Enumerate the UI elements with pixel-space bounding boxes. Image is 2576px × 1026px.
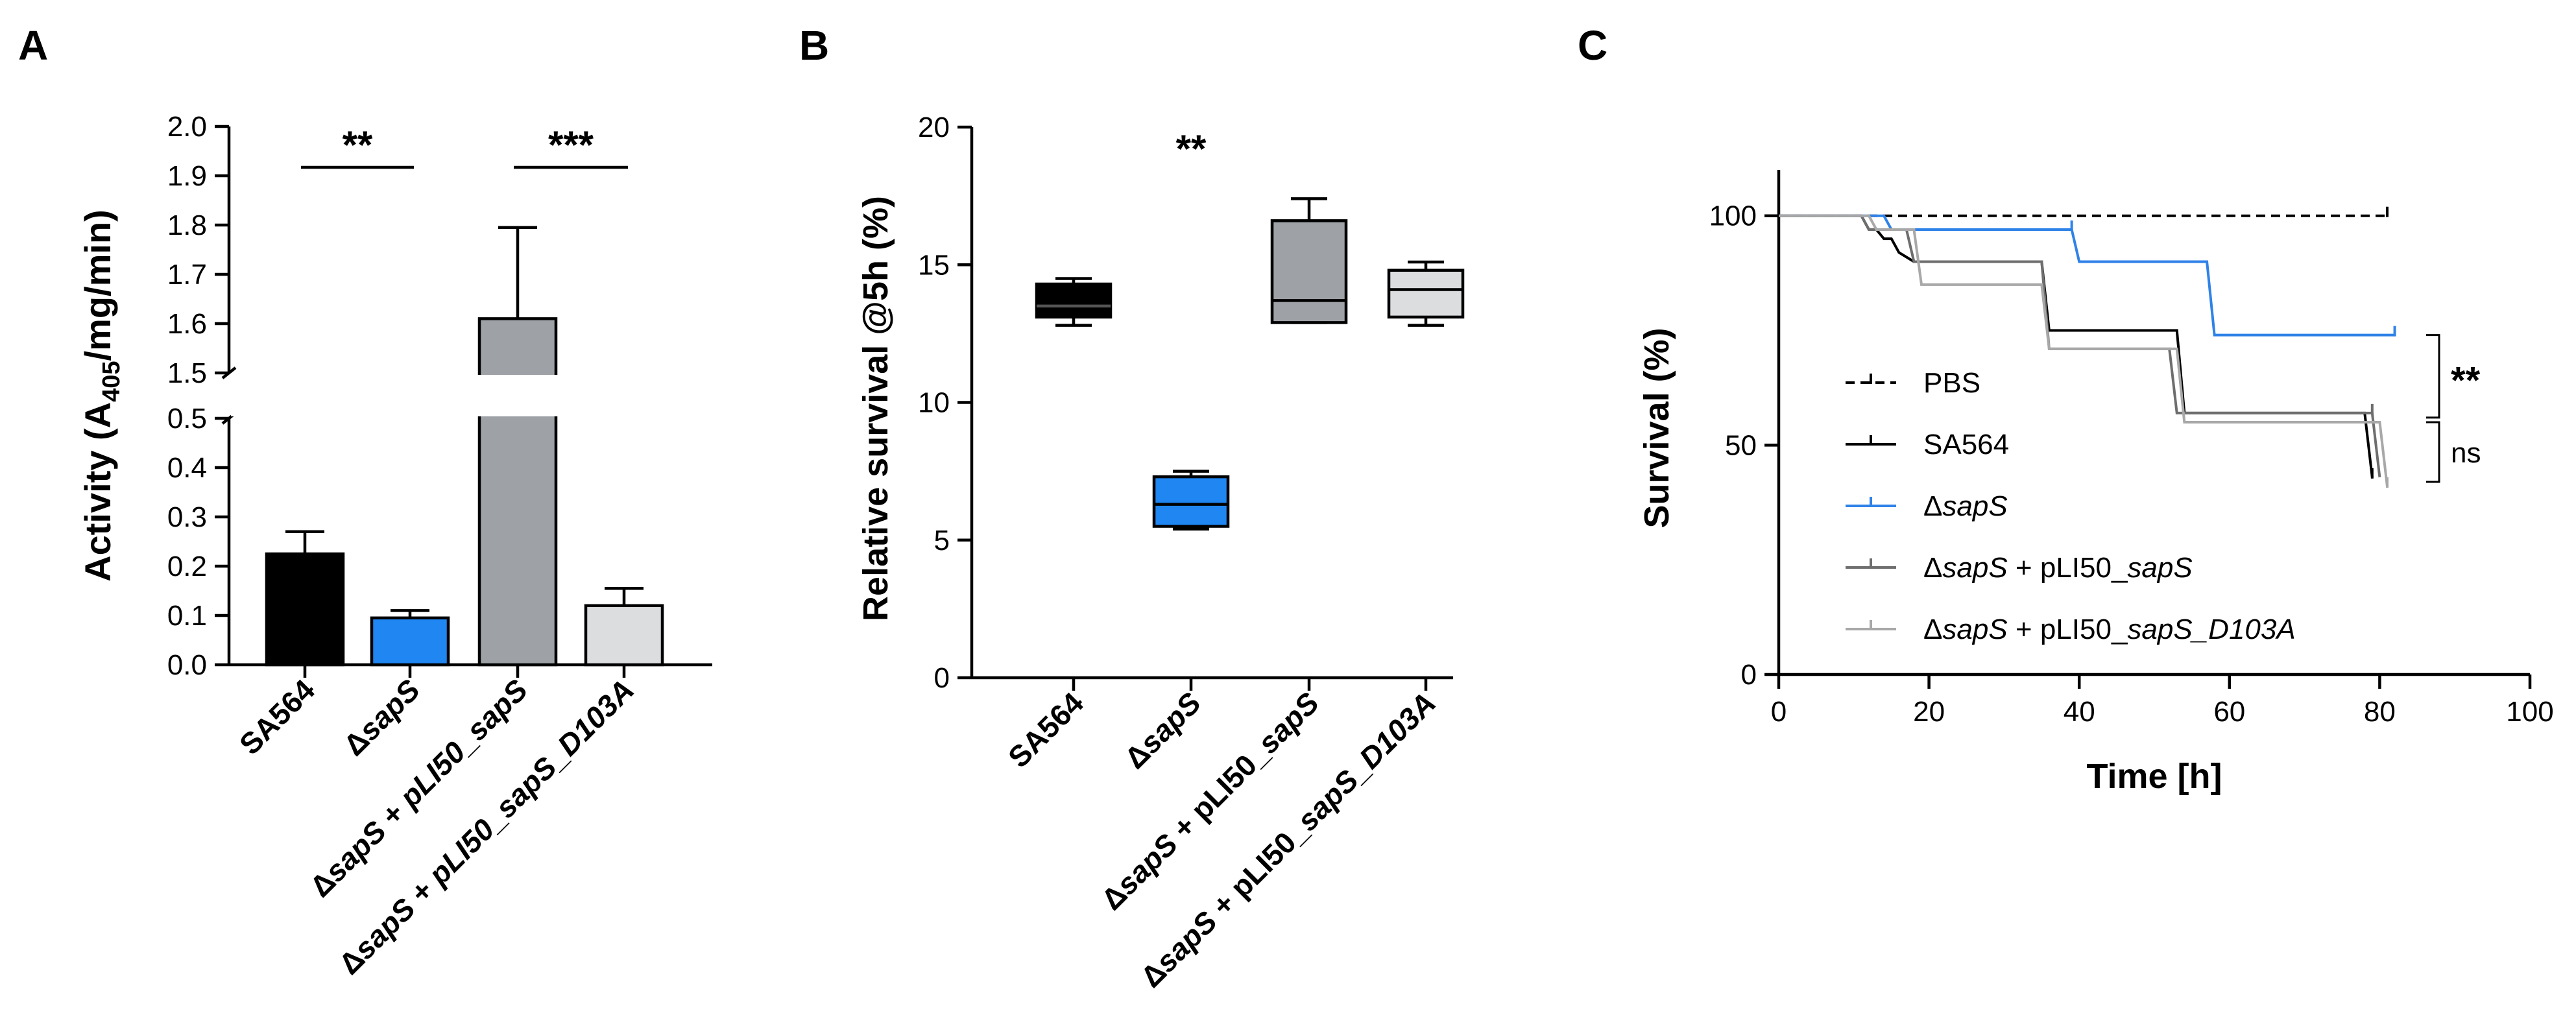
bar [265, 552, 345, 667]
y-tick-label: 15 [918, 249, 950, 281]
x-tick-label: 60 [2213, 696, 2245, 728]
legend-label-part: sapS [1942, 614, 2007, 645]
survival-curve [1779, 214, 2374, 478]
legend-label-part: + pLI50_ [2008, 614, 2128, 645]
y-axis-label-part: /mg/min) [77, 209, 118, 361]
chart-c: 0 50 100 0 20 40 60 80 100 Survival (%) Time [h] PB… [1637, 170, 2554, 796]
y-tick-label: 0.0 [167, 649, 207, 681]
box [1270, 219, 1348, 324]
legend-label-part: Δ [1923, 614, 1942, 645]
significance-label: ** [1176, 127, 1207, 171]
bar [584, 604, 664, 667]
y-tick-label: 5 [934, 525, 950, 556]
y-axis-label-part: Activity (A [77, 402, 118, 582]
y-tick-label: 1.9 [167, 160, 207, 192]
panel-label-b: B [799, 22, 829, 69]
y-axis-label: Relative survival @5h (%) [856, 196, 895, 621]
y-tick-label: 20 [918, 112, 950, 143]
y-tick-label: 50 [1725, 429, 1757, 461]
x-tick-label: 100 [2506, 696, 2553, 728]
legend-label-part: sapS [1942, 490, 2007, 522]
y-tick-label: 1.6 [167, 308, 207, 340]
legend-label: ΔsapS + pLI50_sapS [1923, 552, 2193, 584]
significance-bracket [2426, 421, 2440, 483]
y-tick-label: 1.5 [167, 357, 207, 389]
x-tick-label: 80 [2364, 696, 2396, 728]
survival-curve [1779, 214, 2395, 337]
x-tick-label-part: + pLI50_ [1160, 736, 1275, 851]
y-tick-label: 10 [918, 387, 950, 419]
significance-label: ** [2451, 359, 2481, 401]
legend-label-part: + pLI50_ [2008, 552, 2128, 584]
y-axis-label: Activity (A405/mg/min) [77, 209, 125, 582]
x-tick-label: 40 [2064, 696, 2095, 728]
y-tick-label: 0.3 [167, 501, 207, 533]
x-tick-label-part: SA564 [1002, 686, 1090, 774]
legend-label-part: Δ [1923, 490, 1942, 522]
y-tick-label: 0 [934, 662, 950, 694]
x-tick-label: ΔsapS + pLI50_sapS [303, 673, 534, 903]
legend-label: ΔsapS [1923, 490, 2008, 522]
y-tick-label: 0.4 [167, 452, 207, 484]
x-tick-label: ΔsapS + pLI50_sapS [1094, 686, 1325, 916]
x-tick-label-part: + pLI50_ [1199, 813, 1314, 928]
chart-a: 0.0 0.1 0.2 0.3 0.4 0.5 1.5 1.6 1.7 1.8 1.9 2.0 Acti… [77, 111, 724, 981]
y-tick-label: 100 [1709, 200, 1757, 232]
legend-label-part: sapS [1942, 552, 2007, 584]
survival-curve [1779, 214, 2389, 487]
y-tick-label: 1.7 [167, 259, 207, 291]
legend-label: PBS [1923, 367, 1980, 399]
significance-label: *** [548, 123, 594, 167]
legend-label-part: Δ [1923, 552, 1942, 584]
x-tick-label: SA564 [233, 673, 322, 761]
legend-label: ΔsapS + pLI50_sapS_D103A [1923, 614, 2296, 645]
bar [477, 317, 558, 667]
significance-label: ** [343, 123, 373, 167]
box [1387, 268, 1465, 319]
significance-label: ns [2451, 437, 2481, 469]
legend-label-part: sapS_D103A [2127, 614, 2295, 645]
y-tick-label: 1.8 [167, 209, 207, 241]
y-tick-label: 0.2 [167, 551, 207, 582]
y-tick-label: 0.5 [167, 403, 207, 435]
y-tick-label: 0 [1741, 659, 1757, 691]
x-tick-label: 20 [1913, 696, 1945, 728]
y-axis-label: Survival (%) [1637, 328, 1676, 528]
box [1035, 282, 1113, 319]
x-tick-label: ΔsapS [1118, 686, 1207, 775]
panel-label-c: C [1578, 22, 1607, 69]
legend-label-part: sapS [2127, 552, 2192, 584]
y-tick-label: 0.1 [167, 600, 207, 632]
box [1152, 475, 1230, 528]
survival-curve [1779, 214, 2381, 478]
x-tick-label: SA564 [1002, 686, 1090, 774]
axis-break-gap [231, 375, 724, 416]
x-tick-label-part: SA564 [233, 673, 322, 761]
x-tick-label-part: pLI50_sapS_D103A [421, 673, 640, 892]
y-tick-label: 2.0 [167, 111, 207, 143]
bar [370, 616, 450, 667]
y-axis-label-part: 405 [98, 361, 125, 401]
significance-bracket [2426, 334, 2440, 419]
legend-label-part: SA564 [1923, 429, 2009, 460]
legend-label-part: PBS [1923, 367, 1980, 399]
x-tick-label: 0 [1771, 696, 1787, 728]
panel-label-a: A [18, 22, 48, 69]
x-tick-label: ΔsapS [337, 673, 426, 762]
x-axis-label: Time [h] [2086, 757, 2222, 796]
legend-label: SA564 [1923, 429, 2009, 460]
